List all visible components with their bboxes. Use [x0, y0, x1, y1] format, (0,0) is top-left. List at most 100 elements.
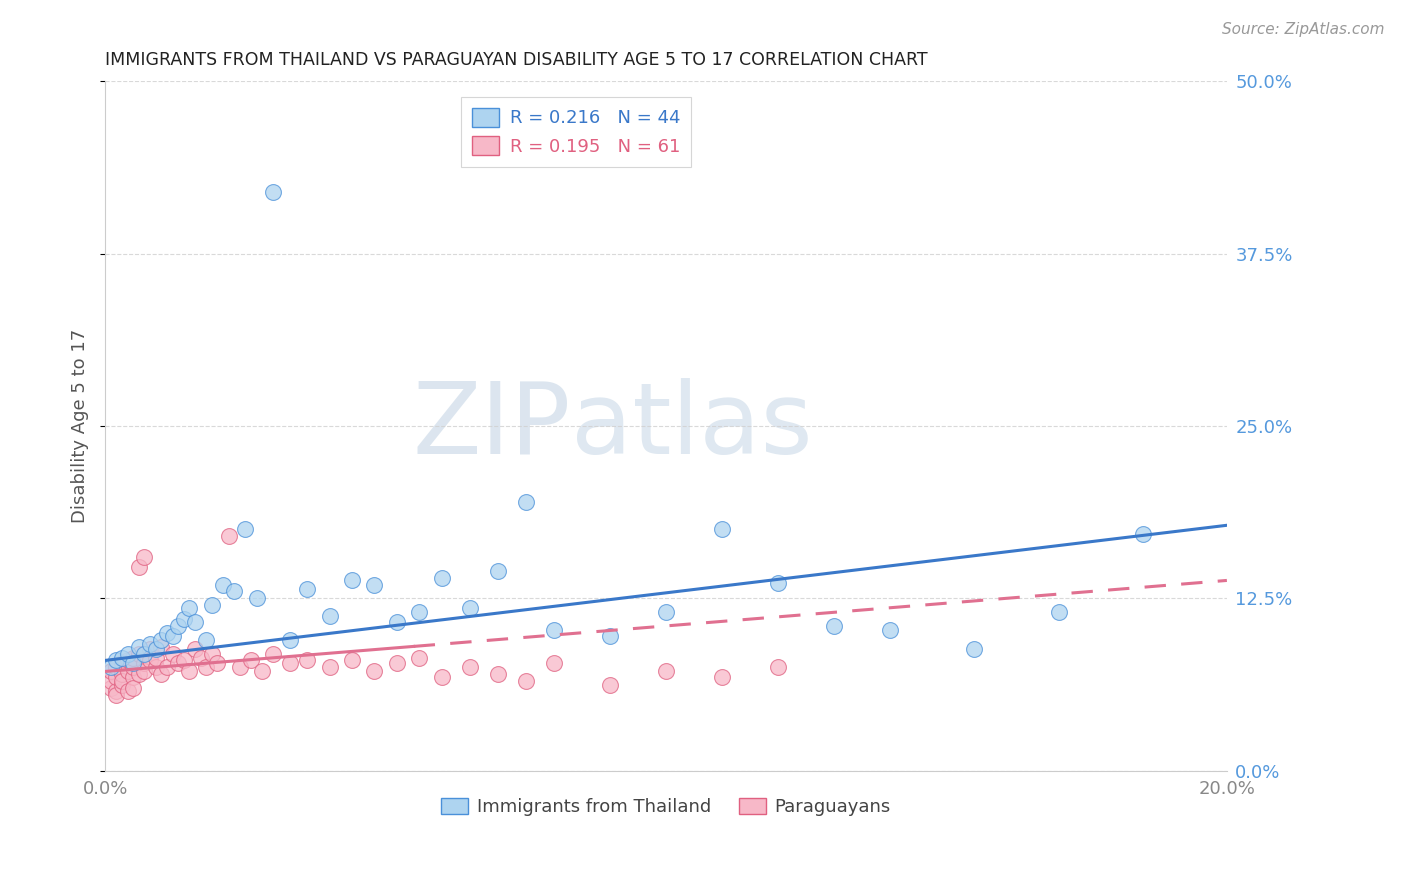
Point [363, 577, 385, 591]
Point [122, 681, 145, 695]
Point [128, 559, 150, 574]
Point [655, 665, 678, 679]
Point [100, 660, 122, 674]
Point [246, 591, 269, 606]
Point [408, 650, 430, 665]
Point [766, 576, 789, 591]
Point [458, 601, 481, 615]
Point [145, 660, 167, 674]
Point [486, 667, 509, 681]
Point [167, 656, 190, 670]
Point [207, 656, 229, 670]
Point [150, 667, 173, 681]
Point [543, 623, 565, 637]
Point [278, 656, 301, 670]
Point [145, 650, 167, 665]
Point [100, 681, 122, 695]
Point [111, 650, 134, 665]
Point [515, 674, 537, 689]
Point [599, 629, 621, 643]
Point [240, 653, 263, 667]
Point [122, 660, 145, 674]
Point [117, 665, 139, 679]
Point [262, 185, 284, 199]
Point [105, 683, 128, 698]
Point [117, 653, 139, 667]
Point [105, 653, 128, 667]
Point [252, 665, 274, 679]
Point [655, 605, 678, 619]
Point [486, 564, 509, 578]
Point [111, 674, 134, 689]
Point [295, 653, 318, 667]
Point [385, 656, 408, 670]
Point [1132, 526, 1154, 541]
Point [184, 642, 207, 657]
Point [111, 667, 134, 681]
Point [318, 609, 340, 624]
Point [766, 660, 789, 674]
Point [229, 660, 252, 674]
Point [195, 632, 218, 647]
Text: atlas: atlas [571, 377, 813, 475]
Point [105, 670, 128, 684]
Point [134, 656, 156, 670]
Point [340, 574, 363, 588]
Point [823, 619, 845, 633]
Point [134, 549, 156, 564]
Text: IMMIGRANTS FROM THAILAND VS PARAGUAYAN DISABILITY AGE 5 TO 17 CORRELATION CHART: IMMIGRANTS FROM THAILAND VS PARAGUAYAN D… [105, 51, 928, 69]
Point [122, 656, 145, 670]
Point [162, 629, 184, 643]
Point [122, 670, 145, 684]
Point [201, 647, 224, 661]
Point [430, 571, 453, 585]
Point [543, 656, 565, 670]
Point [139, 642, 162, 657]
Legend: Immigrants from Thailand, Paraguayans: Immigrants from Thailand, Paraguayans [434, 791, 898, 823]
Point [156, 625, 179, 640]
Y-axis label: Disability Age 5 to 17: Disability Age 5 to 17 [72, 329, 89, 523]
Point [150, 632, 173, 647]
Point [295, 582, 318, 596]
Point [105, 660, 128, 674]
Point [235, 523, 257, 537]
Point [408, 605, 430, 619]
Text: ZIP: ZIP [412, 377, 571, 475]
Point [134, 647, 156, 661]
Point [963, 642, 986, 657]
Point [100, 665, 122, 679]
Point [218, 529, 240, 543]
Point [173, 612, 195, 626]
Point [711, 670, 734, 684]
Point [117, 647, 139, 661]
Point [363, 665, 385, 679]
Point [430, 670, 453, 684]
Point [262, 647, 284, 661]
Point [117, 683, 139, 698]
Point [128, 647, 150, 661]
Point [458, 660, 481, 674]
Point [105, 688, 128, 702]
Point [201, 599, 224, 613]
Point [224, 584, 246, 599]
Point [278, 632, 301, 647]
Point [162, 647, 184, 661]
Point [195, 660, 218, 674]
Point [111, 656, 134, 670]
Text: Source: ZipAtlas.com: Source: ZipAtlas.com [1222, 22, 1385, 37]
Point [139, 653, 162, 667]
Point [100, 674, 122, 689]
Point [134, 665, 156, 679]
Point [179, 665, 201, 679]
Point [879, 623, 901, 637]
Point [599, 678, 621, 692]
Point [1047, 605, 1070, 619]
Point [515, 495, 537, 509]
Point [318, 660, 340, 674]
Point [179, 601, 201, 615]
Point [145, 642, 167, 657]
Point [173, 653, 195, 667]
Point [711, 523, 734, 537]
Point [150, 640, 173, 654]
Point [156, 660, 179, 674]
